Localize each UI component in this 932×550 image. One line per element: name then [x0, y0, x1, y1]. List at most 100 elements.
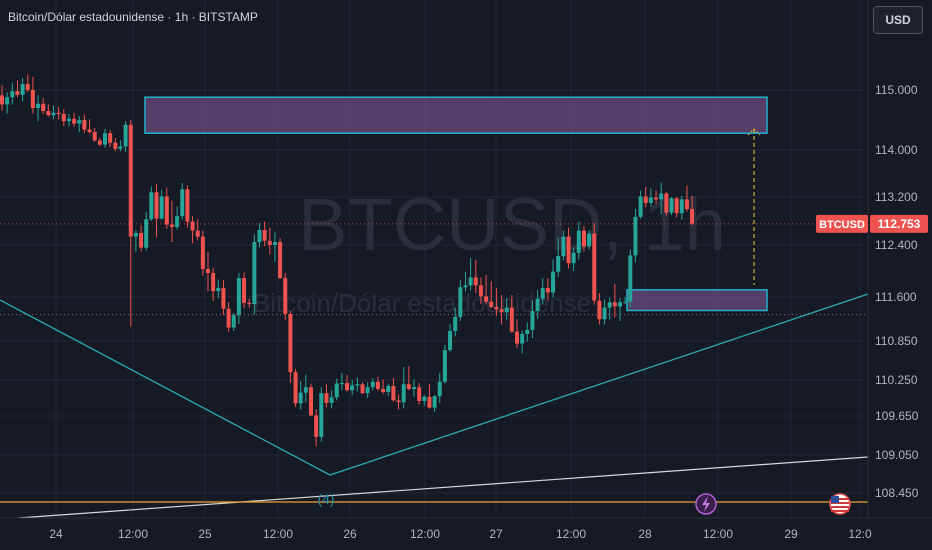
- candle-body: [628, 255, 633, 302]
- candle-body: [442, 350, 447, 382]
- candle: [386, 383, 391, 396]
- candle-body: [422, 396, 427, 401]
- candle: [309, 383, 313, 416]
- price-tick-label: 109.650: [875, 409, 919, 423]
- candle-body: [267, 240, 272, 245]
- candle: [535, 289, 540, 319]
- candle: [221, 280, 226, 316]
- candle-body: [540, 287, 545, 299]
- candle: [257, 223, 262, 248]
- price-axis-bg: [868, 0, 932, 550]
- candle-body: [206, 269, 210, 273]
- candle-body: [607, 302, 612, 308]
- candle: [15, 80, 20, 98]
- flag-stripe: [831, 502, 849, 504]
- candle: [206, 252, 210, 292]
- candle: [684, 185, 689, 212]
- candle-body: [10, 91, 15, 98]
- candle-body: [674, 198, 679, 214]
- candle-body: [597, 300, 602, 320]
- candle: [46, 104, 51, 117]
- candle: [556, 237, 561, 277]
- candle: [571, 247, 576, 271]
- candle-body: [293, 372, 298, 404]
- candle-body: [288, 314, 293, 373]
- candle: [576, 221, 581, 260]
- candle: [350, 380, 355, 395]
- candle: [530, 300, 535, 339]
- candle: [422, 395, 427, 406]
- candle-body: [61, 114, 66, 122]
- candle-body: [252, 242, 257, 305]
- candle: [236, 272, 241, 324]
- candle: [36, 95, 41, 122]
- candle: [679, 195, 684, 220]
- candle-body: [97, 140, 102, 145]
- candle: [561, 230, 566, 261]
- candle-body: [381, 389, 386, 392]
- candle-body: [66, 118, 71, 122]
- candle-body: [298, 392, 303, 404]
- candle: [164, 187, 169, 229]
- candle: [360, 382, 365, 394]
- candle-body: [87, 129, 92, 132]
- candle-body: [690, 209, 695, 224]
- candle: [216, 279, 221, 299]
- candle-body: [0, 95, 4, 105]
- candle-body: [159, 196, 164, 219]
- candle-body: [592, 233, 597, 301]
- candle-body: [195, 230, 200, 237]
- candle-body: [509, 307, 514, 332]
- currency-button[interactable]: USD: [873, 6, 923, 34]
- candle: [643, 187, 648, 208]
- candle-body: [262, 230, 267, 241]
- time-tick-label: 25: [198, 527, 212, 541]
- candle: [623, 297, 628, 305]
- candle-body: [566, 236, 571, 264]
- candle: [581, 225, 586, 252]
- candle: [339, 372, 344, 391]
- candle: [51, 105, 56, 120]
- candle: [484, 274, 489, 305]
- candle-body: [515, 331, 519, 344]
- candle: [648, 188, 653, 207]
- demand-zone: [626, 289, 768, 312]
- candle-body: [463, 285, 468, 288]
- candle-body: [587, 233, 592, 247]
- candle-body: [154, 192, 159, 219]
- candle-body: [623, 301, 628, 303]
- time-axis-bg: [0, 518, 932, 550]
- price-tick-label: 110.850: [875, 334, 918, 348]
- candle: [489, 281, 494, 309]
- price-tick-label: 110.250: [875, 373, 918, 387]
- projection-arrow: [747, 128, 761, 136]
- time-tick-label: 29: [784, 527, 798, 541]
- candle-body: [355, 384, 360, 386]
- candle: [432, 395, 437, 412]
- price-tick-label: 115.000: [875, 83, 918, 97]
- candle-body: [319, 393, 324, 437]
- candle: [20, 78, 25, 102]
- candle: [525, 322, 530, 342]
- candle-body: [525, 329, 530, 334]
- candle-body: [272, 242, 277, 245]
- candle: [396, 394, 401, 410]
- candle: [628, 249, 633, 307]
- candle: [242, 272, 247, 309]
- candle: [515, 319, 519, 349]
- candle-body: [345, 383, 350, 391]
- candle-body: [412, 387, 416, 389]
- candle-body: [283, 278, 288, 315]
- candle: [612, 284, 617, 318]
- price-badge: [870, 214, 928, 233]
- candle-body: [216, 287, 221, 292]
- candle: [298, 381, 303, 410]
- candle-body: [211, 272, 216, 292]
- time-tick-label: 28: [638, 527, 652, 541]
- candle-body: [478, 285, 483, 297]
- candle: [288, 311, 293, 383]
- candle-body: [396, 400, 401, 403]
- candle-body: [303, 387, 308, 393]
